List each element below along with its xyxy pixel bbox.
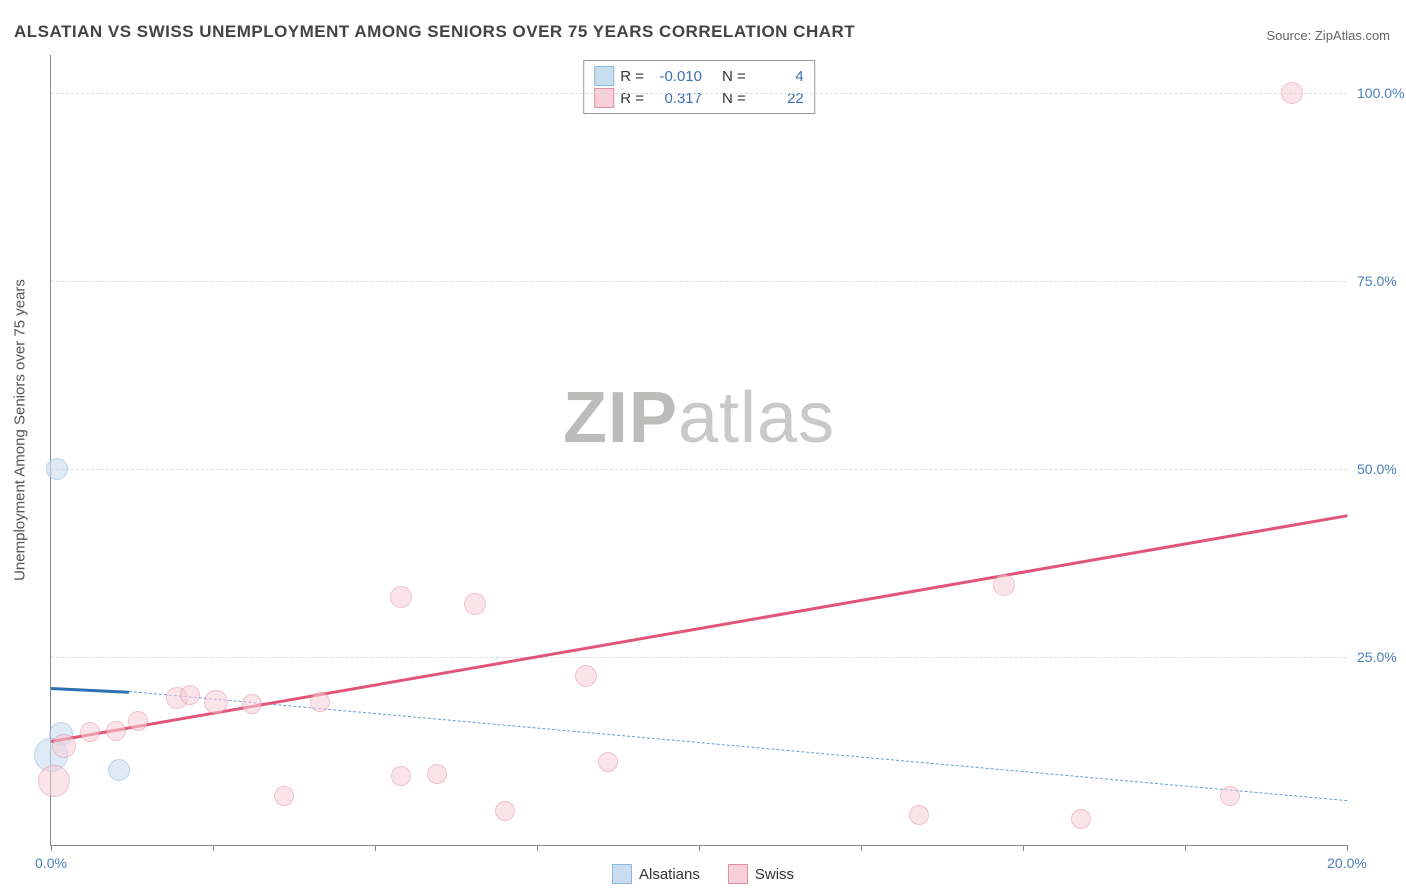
data-point	[993, 574, 1015, 596]
watermark: ZIPatlas	[563, 377, 835, 459]
n-value: 4	[752, 68, 804, 85]
gridline	[51, 469, 1347, 470]
stats-row: R = -0.010 N = 4	[594, 65, 804, 87]
x-tick	[699, 845, 700, 851]
data-point	[52, 734, 76, 758]
legend-label: Alsatians	[639, 866, 700, 883]
gridline	[51, 281, 1347, 282]
data-point	[180, 685, 200, 705]
swatch-icon	[612, 864, 632, 884]
data-point	[391, 766, 411, 786]
data-point	[106, 721, 126, 741]
x-tick-label: 0.0%	[35, 855, 67, 871]
data-point	[46, 458, 68, 480]
y-tick-label: 25.0%	[1357, 649, 1397, 665]
x-tick	[861, 845, 862, 851]
data-point	[108, 759, 130, 781]
data-point	[495, 801, 515, 821]
legend-label: Swiss	[755, 866, 794, 883]
data-point	[427, 764, 447, 784]
swatch-icon	[728, 864, 748, 884]
x-tick-label: 20.0%	[1327, 855, 1367, 871]
gridline	[51, 657, 1347, 658]
data-point	[38, 765, 70, 797]
legend-item: Swiss	[728, 864, 794, 884]
y-tick-label: 100.0%	[1357, 85, 1404, 101]
x-tick	[537, 845, 538, 851]
data-point	[1071, 809, 1091, 829]
source-label: Source: ZipAtlas.com	[1266, 28, 1390, 43]
r-value: -0.010	[650, 68, 702, 85]
data-point	[1220, 786, 1240, 806]
data-point	[310, 692, 330, 712]
watermark-bold: ZIP	[563, 378, 678, 458]
x-tick	[1023, 845, 1024, 851]
swatch-icon	[594, 88, 614, 108]
x-tick	[51, 845, 52, 851]
n-label: N =	[722, 68, 746, 85]
x-tick	[1347, 845, 1348, 851]
trend-line	[51, 687, 129, 694]
stats-legend-box: R = -0.010 N = 4 R = 0.317 N = 22	[583, 60, 815, 114]
data-point	[390, 586, 412, 608]
gridline	[51, 93, 1347, 94]
stats-row: R = 0.317 N = 22	[594, 87, 804, 109]
y-tick-label: 75.0%	[1357, 273, 1397, 289]
y-tick-label: 50.0%	[1357, 461, 1397, 477]
x-tick	[1185, 845, 1186, 851]
r-label: R =	[620, 68, 644, 85]
x-tick	[213, 845, 214, 851]
data-point	[204, 690, 228, 714]
data-point	[909, 805, 929, 825]
data-point	[464, 593, 486, 615]
data-point	[1281, 82, 1303, 104]
chart-title: ALSATIAN VS SWISS UNEMPLOYMENT AMONG SEN…	[14, 22, 855, 42]
watermark-light: atlas	[678, 378, 835, 458]
legend-item: Alsatians	[612, 864, 700, 884]
data-point	[575, 665, 597, 687]
data-point	[598, 752, 618, 772]
swatch-icon	[594, 66, 614, 86]
data-point	[274, 786, 294, 806]
data-point	[80, 722, 100, 742]
y-axis-title: Unemployment Among Seniors over 75 years	[12, 279, 29, 581]
data-point	[242, 694, 262, 714]
legend: Alsatians Swiss	[612, 864, 794, 884]
x-tick	[375, 845, 376, 851]
data-point	[128, 711, 148, 731]
plot-area: ZIPatlas R = -0.010 N = 4 R = 0.317 N = …	[50, 55, 1347, 846]
